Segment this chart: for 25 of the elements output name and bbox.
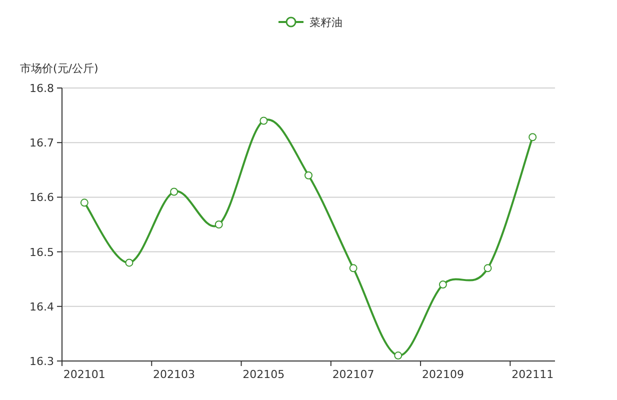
point — [484, 264, 492, 272]
x-tick-label: 202109 — [422, 368, 464, 381]
point — [438, 280, 447, 289]
y-axis-title: 市场价(元/公斤) — [20, 62, 98, 75]
y-tick-label: 16.4 — [30, 300, 54, 314]
x-tick-label: 202103 — [153, 368, 196, 381]
x-tick-label: 202105 — [242, 368, 285, 381]
y-tick-label: 16.3 — [30, 355, 54, 368]
y-tick-label: 16.7 — [30, 136, 54, 150]
point — [214, 220, 223, 228]
x-tick-label: 202107 — [332, 368, 374, 381]
y-tick-label: 16.5 — [30, 246, 54, 259]
point — [394, 352, 402, 360]
point — [349, 264, 358, 272]
y-tick-label: 16.8 — [30, 82, 54, 95]
point — [125, 258, 134, 267]
x-tick-label: 202101 — [63, 368, 106, 381]
point — [528, 133, 537, 142]
legend-label: 菜籽油 — [310, 16, 342, 29]
point — [304, 171, 312, 180]
x-tick-label: 202111 — [512, 368, 554, 381]
point — [80, 198, 88, 207]
y-tick-label: 16.6 — [30, 191, 54, 204]
point — [260, 116, 268, 125]
point — [170, 188, 178, 196]
